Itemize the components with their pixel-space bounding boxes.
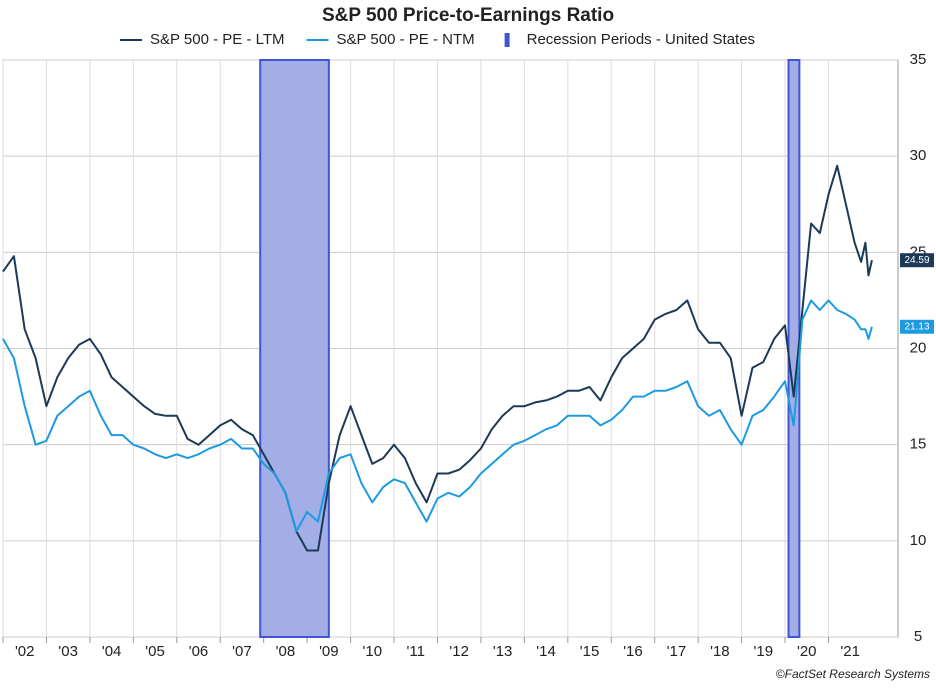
x-tick-label: '13 (493, 643, 513, 660)
legend-label: S&P 500 - PE - NTM (337, 31, 475, 48)
end-label-box (900, 253, 934, 268)
x-tick-label: '21 (840, 643, 860, 660)
x-tick-label: '19 (754, 643, 774, 660)
x-tick-label: '14 (536, 643, 556, 660)
end-label-box (900, 319, 934, 334)
x-tick-label: '09 (319, 643, 339, 660)
x-tick-label: '11 (407, 643, 425, 660)
line-series (2, 164, 873, 552)
x-tick-label: '05 (145, 643, 165, 660)
legend-swatch (504, 33, 510, 47)
y-tick-label: 15 (910, 436, 927, 453)
x-tick-label: '12 (449, 643, 469, 660)
y-tick-label: 35 (910, 51, 927, 68)
source: ©FactSet Research Systems (776, 667, 930, 681)
x-tick-label: '17 (667, 643, 687, 660)
y-tick-label: 10 (910, 532, 927, 549)
end-label: 21.13 (904, 321, 929, 332)
y-tick-label: 30 (910, 147, 927, 164)
x-tick-label: '04 (102, 643, 122, 660)
x-tick-label: '03 (58, 643, 78, 660)
chart-title: S&P 500 Price-to-Earnings Ratio (322, 5, 614, 26)
y-tick-label: 5 (914, 628, 922, 645)
y-tick-label: 20 (910, 339, 927, 356)
x-tick-label: '07 (232, 643, 252, 660)
legend-label: S&P 500 - PE - LTM (150, 31, 285, 48)
x-tick-label: '16 (623, 643, 643, 660)
recession-band (259, 59, 330, 638)
x-tick-label: '20 (797, 643, 817, 660)
x-tick-label: '15 (580, 643, 600, 660)
x-tick-label: '06 (189, 643, 209, 660)
x-tick-label: '02 (15, 643, 35, 660)
end-label: 24.59 (904, 255, 929, 266)
legend-label: Recession Periods - United States (527, 31, 755, 48)
x-tick-label: '10 (363, 643, 383, 660)
x-tick-label: '18 (710, 643, 730, 660)
x-tick-label: '08 (276, 643, 296, 660)
line-series (2, 299, 873, 533)
